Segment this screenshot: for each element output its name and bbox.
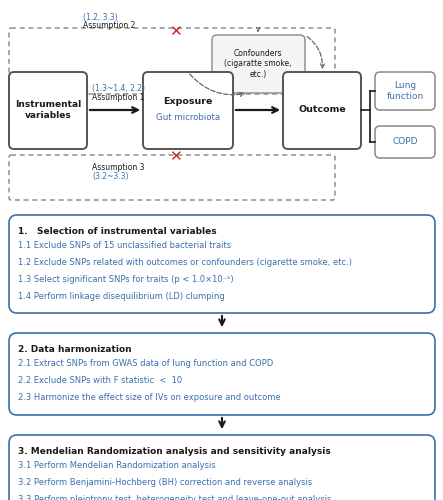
Text: Outcome: Outcome (298, 106, 346, 114)
FancyBboxPatch shape (9, 72, 87, 149)
FancyBboxPatch shape (375, 72, 435, 110)
Text: 1.4 Perform linkage disequilibrium (LD) clumping: 1.4 Perform linkage disequilibrium (LD) … (18, 292, 225, 301)
Text: 3.1 Perform Mendelian Randomization analysis: 3.1 Perform Mendelian Randomization anal… (18, 461, 216, 470)
Text: ✕: ✕ (169, 24, 181, 40)
Text: 1.3 Select significant SNPs for traits (p < 1.0×10⁻⁵): 1.3 Select significant SNPs for traits (… (18, 275, 233, 284)
Text: 2. Data harmonization: 2. Data harmonization (18, 345, 132, 354)
Text: 3.3 Perform pleiotropy test, heterogeneity test and leave-one-out analysis: 3.3 Perform pleiotropy test, heterogenei… (18, 495, 331, 500)
Text: 2.3 Harmonize the effect size of IVs on exposure and outcome: 2.3 Harmonize the effect size of IVs on … (18, 393, 280, 402)
Text: Lung
function: Lung function (386, 82, 424, 100)
Text: 2.2 Exclude SNPs with F statistic  <  10: 2.2 Exclude SNPs with F statistic < 10 (18, 376, 182, 385)
Text: (3.2~3.3): (3.2~3.3) (92, 172, 128, 181)
FancyBboxPatch shape (375, 126, 435, 158)
Text: 1.1 Exclude SNPs of 15 unclassified bacterial traits: 1.1 Exclude SNPs of 15 unclassified bact… (18, 241, 231, 250)
Text: (1.3~1.4, 2.2): (1.3~1.4, 2.2) (92, 84, 145, 93)
Text: Gut microbiota: Gut microbiota (156, 114, 220, 122)
Text: Confounders
(cigaratte smoke,
etc.): Confounders (cigaratte smoke, etc.) (224, 49, 292, 79)
Text: 1.2 Exclude SNPs related with outcomes or confounders (cigarette smoke, etc.): 1.2 Exclude SNPs related with outcomes o… (18, 258, 352, 267)
Text: (1.2, 3.3): (1.2, 3.3) (83, 13, 118, 22)
Text: Assumption 2: Assumption 2 (83, 21, 136, 30)
Text: ✕: ✕ (169, 150, 181, 164)
Text: 3. Mendelian Randomization analysis and sensitivity analysis: 3. Mendelian Randomization analysis and … (18, 447, 331, 456)
FancyBboxPatch shape (9, 333, 435, 415)
Text: Instrumental
variables: Instrumental variables (15, 100, 81, 119)
Text: Assumption 3: Assumption 3 (92, 163, 144, 172)
FancyBboxPatch shape (143, 72, 233, 149)
Text: COPD: COPD (392, 138, 418, 146)
Text: 1.   Selection of instrumental variables: 1. Selection of instrumental variables (18, 227, 217, 236)
FancyBboxPatch shape (9, 435, 435, 500)
FancyBboxPatch shape (283, 72, 361, 149)
Text: 2.1 Extract SNPs from GWAS data of lung function and COPD: 2.1 Extract SNPs from GWAS data of lung … (18, 359, 273, 368)
Text: Assumption 1: Assumption 1 (92, 93, 144, 102)
Text: Exposure: Exposure (163, 98, 213, 106)
Text: 3.2 Perform Benjamini-Hochberg (BH) correction and reverse analysis: 3.2 Perform Benjamini-Hochberg (BH) corr… (18, 478, 312, 487)
FancyBboxPatch shape (212, 35, 305, 93)
FancyBboxPatch shape (9, 215, 435, 313)
